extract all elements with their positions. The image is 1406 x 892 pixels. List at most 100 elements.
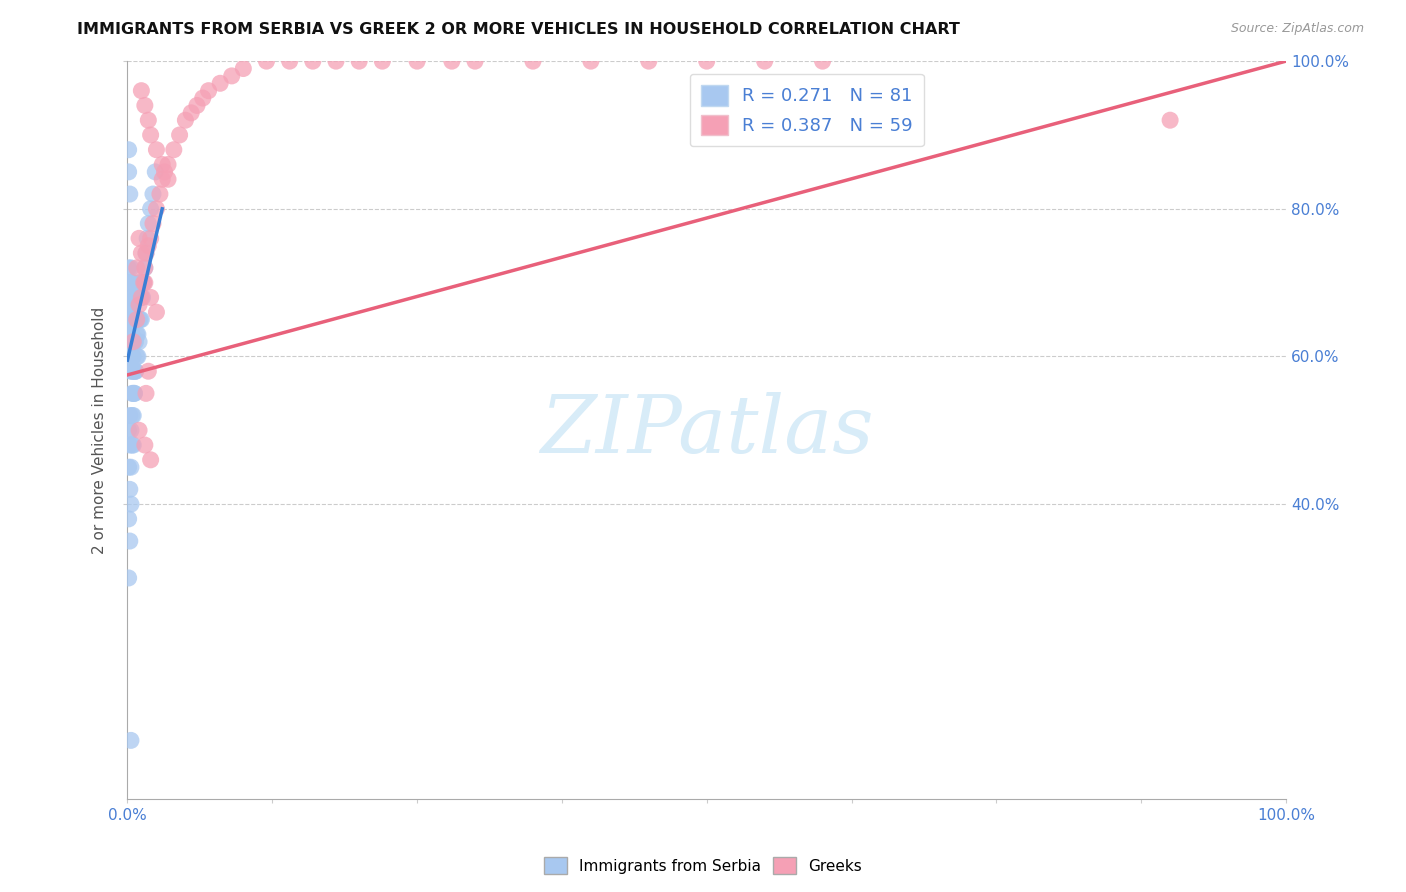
Point: [132, 276, 155, 290]
Point: [118, 327, 141, 342]
Point: [121, 312, 143, 326]
Point: [124, 312, 146, 326]
Point: [117, 260, 139, 275]
Point: [145, 305, 167, 319]
Point: [131, 290, 153, 304]
Point: [371, 54, 394, 69]
Point: [232, 62, 254, 76]
Point: [754, 54, 776, 69]
Point: [128, 298, 150, 312]
Point: [256, 54, 278, 69]
Point: [120, 260, 142, 275]
Point: [118, 276, 141, 290]
Point: [118, 534, 141, 549]
Point: [811, 54, 834, 69]
Point: [121, 334, 143, 349]
Point: [122, 350, 145, 364]
Point: [120, 350, 142, 364]
Point: [149, 187, 172, 202]
Point: [136, 238, 159, 252]
Point: [131, 290, 153, 304]
Point: [117, 290, 139, 304]
Point: [121, 350, 143, 364]
Point: [221, 69, 243, 83]
Point: [118, 483, 141, 497]
Point: [153, 165, 176, 179]
Point: [124, 364, 146, 378]
Point: [522, 54, 544, 69]
Point: [127, 327, 149, 342]
Point: [120, 298, 142, 312]
Point: [301, 54, 323, 69]
Point: [186, 98, 208, 112]
Point: [125, 350, 148, 364]
Point: [637, 54, 659, 69]
Point: [118, 187, 141, 202]
Point: [125, 290, 148, 304]
Point: [122, 312, 145, 326]
Point: [124, 334, 146, 349]
Point: [124, 386, 146, 401]
Point: [131, 312, 153, 326]
Text: Source: ZipAtlas.com: Source: ZipAtlas.com: [1230, 22, 1364, 36]
Point: [121, 298, 143, 312]
Point: [120, 460, 142, 475]
Point: [156, 172, 179, 186]
Point: [163, 143, 186, 157]
Point: [117, 334, 139, 349]
Point: [117, 512, 139, 526]
Point: [122, 290, 145, 304]
Text: IMMIGRANTS FROM SERBIA VS GREEK 2 OR MORE VEHICLES IN HOUSEHOLD CORRELATION CHAR: IMMIGRANTS FROM SERBIA VS GREEK 2 OR MOR…: [77, 22, 960, 37]
Point: [191, 91, 214, 105]
Point: [135, 246, 157, 260]
Point: [117, 571, 139, 585]
Point: [139, 231, 162, 245]
Point: [127, 290, 149, 304]
Point: [128, 231, 150, 245]
Point: [122, 438, 145, 452]
Point: [209, 76, 232, 90]
Point: [127, 350, 149, 364]
Point: [120, 327, 142, 342]
Point: [121, 386, 143, 401]
Point: [1159, 113, 1181, 128]
Point: [120, 290, 142, 304]
Point: [156, 157, 179, 171]
Point: [135, 246, 157, 260]
Point: [132, 276, 155, 290]
Point: [134, 260, 156, 275]
Point: [118, 350, 141, 364]
Point: [124, 364, 146, 378]
Point: [134, 276, 156, 290]
Point: [139, 453, 162, 467]
Point: [121, 276, 143, 290]
Point: [134, 438, 156, 452]
Point: [120, 334, 142, 349]
Point: [136, 113, 159, 128]
Point: [128, 276, 150, 290]
Y-axis label: 2 or more Vehicles in Household: 2 or more Vehicles in Household: [93, 307, 107, 554]
Point: [139, 202, 162, 216]
Point: [124, 364, 146, 378]
Point: [125, 260, 148, 275]
Point: [197, 84, 219, 98]
Point: [120, 733, 142, 747]
Point: [131, 246, 153, 260]
Point: [325, 54, 347, 69]
Point: [122, 386, 145, 401]
Point: [174, 113, 197, 128]
Point: [124, 312, 146, 326]
Point: [121, 409, 143, 423]
Point: [121, 364, 143, 378]
Point: [121, 327, 143, 342]
Point: [124, 386, 146, 401]
Point: [124, 334, 146, 349]
Point: [440, 54, 463, 69]
Point: [150, 157, 173, 171]
Point: [143, 165, 166, 179]
Point: [406, 54, 429, 69]
Point: [128, 334, 150, 349]
Point: [131, 276, 153, 290]
Point: [142, 187, 165, 202]
Point: [134, 98, 156, 112]
